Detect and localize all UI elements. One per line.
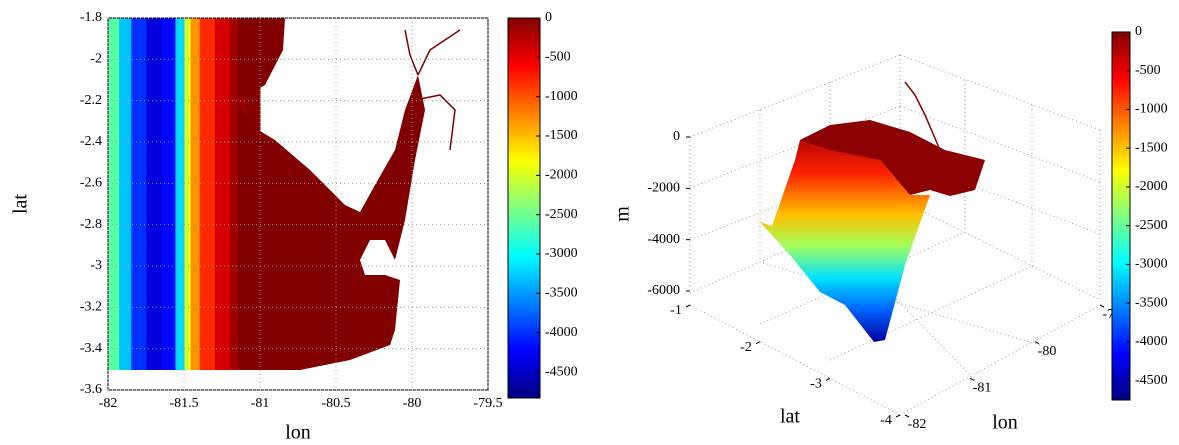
colorbar <box>1111 31 1131 401</box>
y-tick-label: -2.6 <box>80 176 102 191</box>
colorbar-label: -1500 <box>1135 140 1168 155</box>
y-tick-label: -2.2 <box>80 93 102 108</box>
colorbar-label: -3500 <box>1135 295 1168 310</box>
z-axis-label: m <box>612 206 634 222</box>
depth-strip <box>199 18 215 370</box>
x-tick-label: -81 <box>251 396 270 411</box>
depth-strip <box>174 18 185 370</box>
x-tick-label: -80 <box>403 396 422 411</box>
y-tick-label: -3 <box>810 377 822 392</box>
colorbar-label: -1500 <box>545 128 578 143</box>
colorbar-label: -2000 <box>545 168 578 183</box>
colorbar-label: -4500 <box>545 364 578 379</box>
colorbar-label: 0 <box>1135 24 1142 39</box>
depth-strip <box>118 18 132 370</box>
colorbar-label: -3500 <box>545 286 578 301</box>
y-tick-label: -3.6 <box>80 382 102 397</box>
coast-shape <box>238 18 461 370</box>
map-plot: lon lat -82 -81.5 -81 -80.5 -80 -79.5 -1.8 -2 -2… <box>10 10 578 443</box>
z-tick-label: -6000 <box>647 283 680 298</box>
y-tick-label: -1.8 <box>80 10 102 25</box>
colorbar-label: -4500 <box>1135 373 1168 388</box>
x-tick-label: -80.5 <box>321 396 350 411</box>
y-tick-label: -2 <box>740 340 752 355</box>
depth-strip <box>146 18 162 370</box>
x-tick <box>904 414 910 418</box>
colorbar-label: -3000 <box>545 246 578 261</box>
x-tick-label: -81 <box>973 381 992 396</box>
z-tick-label: -2000 <box>647 181 680 196</box>
surface-plot: lon lat m 0 -2000 -4000 -6000 -1 -2 -3 -4 -82 -81… <box>612 24 1168 433</box>
colorbar-label: -1000 <box>545 89 578 104</box>
x-tick-label: -82 <box>99 396 118 411</box>
y-tick-label: -4 <box>880 413 892 428</box>
surface-top <box>800 120 985 196</box>
y-tick-label: -2 <box>90 52 102 67</box>
x-tick <box>1099 304 1105 308</box>
x-tick-label: -80 <box>1038 344 1057 359</box>
colorbar <box>507 17 541 399</box>
colorbar-label: -2500 <box>1135 218 1168 233</box>
x-axis-label: lon <box>992 412 1018 434</box>
colorbar-label: -2000 <box>1135 179 1168 194</box>
x-tick <box>1034 341 1040 345</box>
colorbar-label: -500 <box>545 50 571 65</box>
y-axis-label: lat <box>10 194 32 214</box>
x-tick <box>969 377 975 381</box>
colorbar-label: 0 <box>545 10 552 25</box>
x-tick-label: -81.5 <box>169 396 198 411</box>
river <box>904 81 941 151</box>
colorbar-label: -1000 <box>1135 102 1168 117</box>
depth-strip <box>108 18 120 370</box>
x-tick-label: -79.5 <box>473 396 502 411</box>
surface-face <box>760 140 930 342</box>
colorbar-label: -4000 <box>1135 334 1168 349</box>
y-tick-label: -3 <box>90 258 102 273</box>
colorbar-label: -2500 <box>545 207 578 222</box>
depth-strip <box>184 18 191 370</box>
depth-strip <box>161 18 176 370</box>
y-tick-label: -3.2 <box>80 300 102 315</box>
y-axis-label: lat <box>780 406 800 428</box>
x-tick-label: -82 <box>908 417 927 432</box>
y-tick <box>825 377 831 381</box>
y-tick <box>895 414 901 418</box>
y-tick-label: -2.8 <box>80 217 102 232</box>
z-tick-label: 0 <box>673 129 680 144</box>
colorbar-label: -3000 <box>1135 257 1168 272</box>
colorbar-label: -4000 <box>545 325 578 340</box>
y-tick-label: -1 <box>670 303 682 318</box>
colorbar-label: -500 <box>1135 63 1161 78</box>
depth-strip <box>214 18 231 370</box>
z-tick-label: -4000 <box>647 232 680 247</box>
y-tick <box>685 304 691 308</box>
depth-strip <box>190 18 200 370</box>
depth-strip <box>130 18 147 370</box>
y-tick-label: -3.4 <box>80 341 102 356</box>
x-axis-label: lon <box>285 422 311 444</box>
axes-box <box>107 17 489 391</box>
y-tick <box>755 341 761 345</box>
y-tick-label: -2.4 <box>80 134 102 149</box>
